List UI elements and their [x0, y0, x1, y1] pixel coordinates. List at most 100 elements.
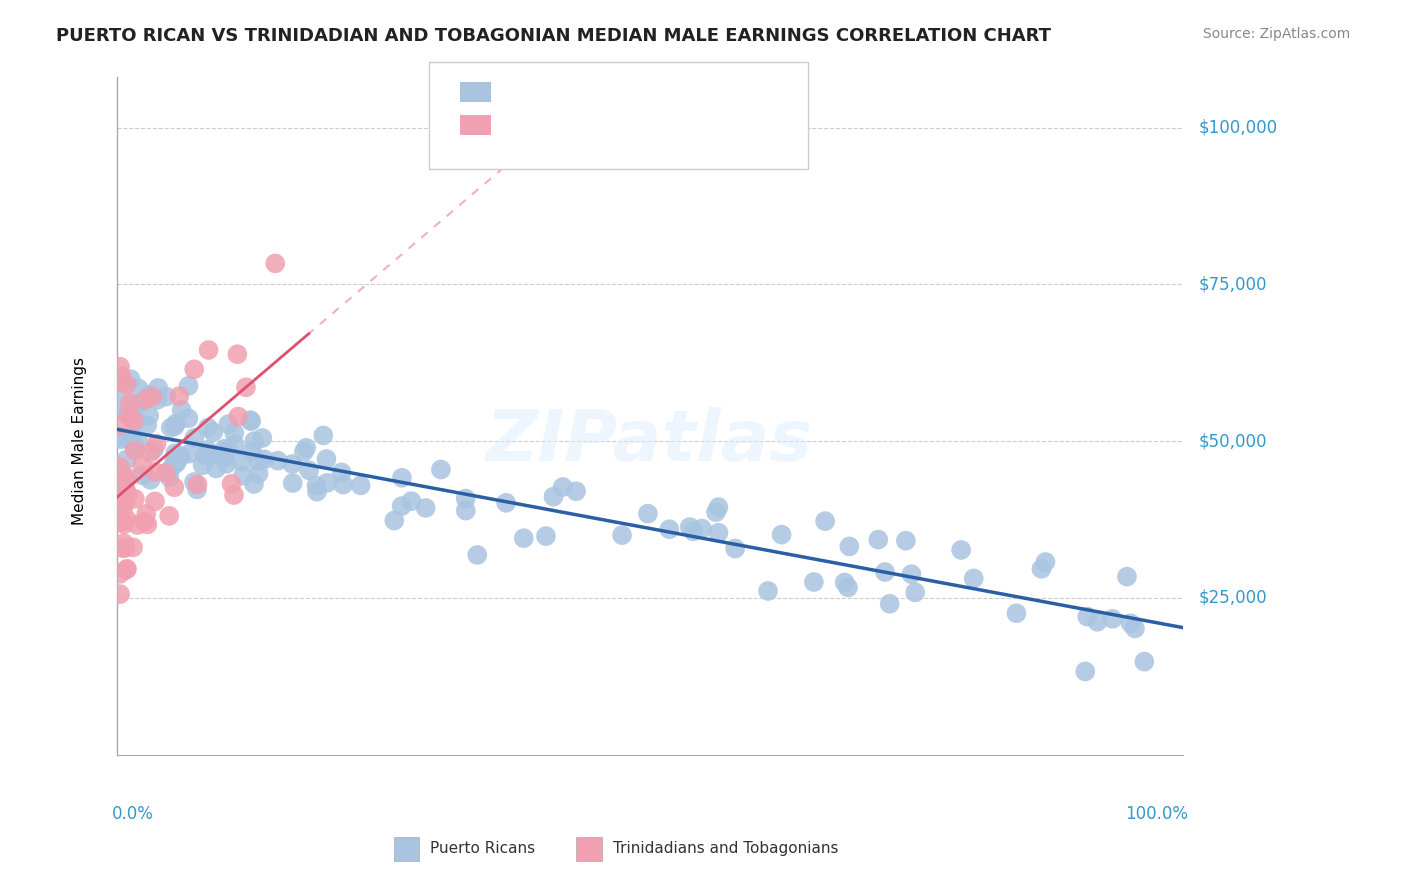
Point — [148, 381, 170, 395]
Point — [183, 362, 205, 376]
Point — [145, 437, 167, 451]
Point — [332, 477, 354, 491]
Point — [131, 458, 153, 473]
Text: PUERTO RICAN VS TRINIDADIAN AND TOBAGONIAN MEDIAN MALE EARNINGS CORRELATION CHAR: PUERTO RICAN VS TRINIDADIAN AND TOBAGONI… — [56, 27, 1052, 45]
Point — [108, 515, 131, 529]
Point — [240, 414, 263, 428]
Point — [1005, 607, 1028, 621]
Point — [108, 587, 131, 601]
Point — [217, 442, 239, 457]
Point — [315, 452, 337, 467]
Point — [243, 434, 266, 449]
Point — [873, 565, 896, 579]
Point — [108, 460, 131, 475]
Point — [117, 487, 139, 501]
Point — [454, 491, 477, 506]
Point — [108, 478, 131, 492]
Point — [1116, 569, 1139, 583]
Point — [534, 529, 557, 543]
Point — [139, 445, 162, 459]
Point — [183, 475, 205, 489]
Point — [163, 451, 186, 466]
Point — [179, 447, 201, 461]
Point — [157, 470, 180, 484]
Point — [1035, 555, 1057, 569]
Point — [195, 448, 218, 462]
Point — [330, 466, 353, 480]
Point — [157, 508, 180, 523]
Text: 100.0%: 100.0% — [1125, 805, 1188, 822]
Point — [264, 256, 287, 270]
Point — [382, 514, 405, 528]
Point — [121, 431, 143, 445]
Point — [115, 377, 138, 392]
Point — [112, 536, 135, 550]
Point — [1074, 665, 1097, 679]
Point — [239, 413, 262, 427]
Point — [159, 462, 181, 476]
Text: N =: N = — [607, 113, 644, 131]
Point — [834, 575, 856, 590]
Point — [551, 480, 574, 494]
Point — [281, 476, 304, 491]
Point — [115, 483, 138, 497]
Point — [114, 494, 136, 508]
Point — [838, 540, 860, 554]
Point — [454, 503, 477, 517]
Point — [543, 490, 565, 504]
Point — [146, 392, 169, 407]
Point — [226, 347, 249, 361]
Point — [235, 380, 257, 394]
Point — [177, 379, 200, 393]
Point — [138, 409, 160, 423]
Point — [682, 524, 704, 539]
Point — [240, 444, 263, 458]
Point — [127, 433, 149, 447]
Point — [900, 567, 922, 582]
Point — [770, 527, 793, 541]
Point — [112, 469, 135, 483]
Point — [224, 426, 246, 441]
Text: $25,000: $25,000 — [1199, 589, 1268, 607]
Text: Trinidadians and Tobagonians: Trinidadians and Tobagonians — [613, 841, 838, 856]
Text: 56: 56 — [647, 113, 669, 131]
Text: $75,000: $75,000 — [1199, 276, 1268, 293]
Point — [117, 513, 139, 527]
Point — [108, 430, 131, 444]
Text: Median Male Earnings: Median Male Earnings — [72, 357, 87, 525]
Point — [165, 457, 187, 471]
Point — [430, 462, 453, 476]
Point — [803, 574, 825, 589]
Point — [1031, 562, 1053, 576]
Point — [316, 475, 339, 490]
Point — [135, 507, 157, 521]
Point — [391, 499, 413, 513]
Point — [253, 452, 276, 467]
Point — [134, 515, 156, 529]
Point — [658, 522, 681, 536]
Point — [115, 452, 138, 467]
Point — [111, 541, 134, 556]
Point — [305, 484, 328, 499]
Point — [108, 359, 131, 374]
Point — [115, 473, 138, 487]
Text: 0.0%: 0.0% — [111, 805, 153, 822]
Point — [110, 368, 132, 383]
Point — [724, 541, 747, 556]
Point — [155, 390, 177, 404]
Point — [186, 477, 208, 491]
Point — [122, 541, 145, 555]
Text: $50,000: $50,000 — [1199, 432, 1268, 450]
Point — [312, 428, 335, 442]
Point — [1123, 622, 1146, 636]
Point — [131, 468, 153, 483]
Point — [163, 480, 186, 494]
Point — [707, 500, 730, 515]
Point — [118, 409, 141, 423]
Point — [139, 473, 162, 487]
Point — [894, 533, 917, 548]
Point — [513, 531, 536, 545]
Point — [350, 478, 373, 492]
Point — [155, 466, 177, 480]
Point — [114, 405, 136, 419]
